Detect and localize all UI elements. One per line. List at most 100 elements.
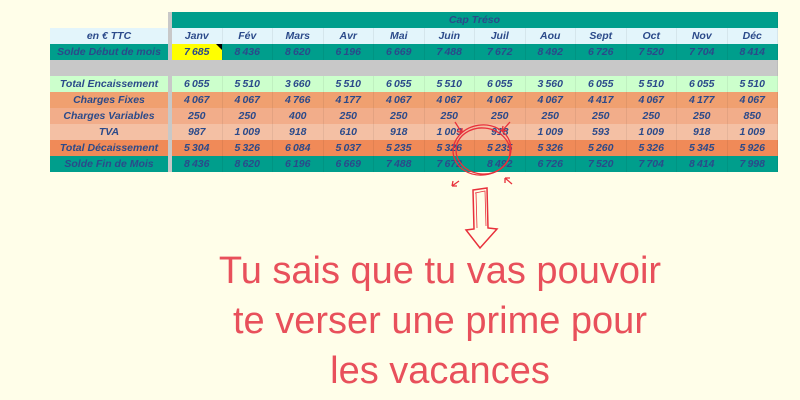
cell[interactable]: 7 520 xyxy=(575,156,627,172)
cash-flow-table: Cap Tréso en € TTC Janv Fév Mars Avr Mai Juin… xyxy=(50,12,778,172)
cell[interactable]: 5 304 xyxy=(170,140,223,156)
cell[interactable]: 250 xyxy=(676,108,728,124)
cell[interactable]: 4 417 xyxy=(575,92,627,108)
cell[interactable]: 6 669 xyxy=(373,44,425,60)
table-row-cf: Charges Fixes 4 067 4 067 4 766 4 177 4 067 4 … xyxy=(50,92,778,108)
cell[interactable]: 6 084 xyxy=(272,140,324,156)
month-header-aou: Aou xyxy=(525,28,576,44)
cell[interactable]: 1 009 xyxy=(222,124,273,140)
pointer-arrow-icon xyxy=(451,180,460,187)
cell[interactable]: 5 326 xyxy=(424,140,475,156)
cell[interactable]: 8 436 xyxy=(170,156,223,172)
cell[interactable]: 5 037 xyxy=(323,140,374,156)
cell[interactable]: 850 xyxy=(727,108,778,124)
cell[interactable]: 4 067 xyxy=(424,92,475,108)
month-header-sept: Sept xyxy=(575,28,627,44)
cell[interactable]: 4 067 xyxy=(170,92,223,108)
month-header-juil: Juil xyxy=(474,28,526,44)
cell[interactable]: 250 xyxy=(170,108,223,124)
cell[interactable]: 5 326 xyxy=(525,140,576,156)
table-row-sdm: Solde Début de mois 7 685 8 436 8 620 6 196 6… xyxy=(50,44,778,60)
cell[interactable]: 8 492 xyxy=(474,156,526,172)
cell[interactable]: 5 510 xyxy=(424,76,475,92)
cell[interactable]: 3 660 xyxy=(272,76,324,92)
cell[interactable]: 987 xyxy=(170,124,223,140)
cell[interactable]: 250 xyxy=(373,108,425,124)
cell[interactable]: 918 xyxy=(373,124,425,140)
table-row-tva: TVA 987 1 009 918 610 918 1 009 918 1 009 593 1 00… xyxy=(50,124,778,140)
cell[interactable]: 5 345 xyxy=(676,140,728,156)
cell[interactable]: 5 510 xyxy=(222,76,273,92)
cell[interactable]: 8 414 xyxy=(676,156,728,172)
cell[interactable]: 1 009 xyxy=(626,124,677,140)
cell[interactable]: 6 196 xyxy=(323,44,374,60)
cell[interactable]: 400 xyxy=(272,108,324,124)
cell[interactable]: 918 xyxy=(272,124,324,140)
cell[interactable]: 4 067 xyxy=(222,92,273,108)
cell[interactable]: 5 260 xyxy=(575,140,627,156)
cell[interactable]: 4 067 xyxy=(525,92,576,108)
cell[interactable]: 4 067 xyxy=(474,92,526,108)
cell[interactable]: 4 067 xyxy=(373,92,425,108)
cell[interactable]: 6 055 xyxy=(474,76,526,92)
row-label: Charges Fixes xyxy=(50,92,172,108)
cell[interactable]: 6 055 xyxy=(676,76,728,92)
cell[interactable]: 6 196 xyxy=(272,156,324,172)
cell[interactable]: 250 xyxy=(222,108,273,124)
row-label: Solde Fin de Mois xyxy=(50,156,172,172)
cell[interactable]: 5 926 xyxy=(727,140,778,156)
cell[interactable]: 8 620 xyxy=(272,44,324,60)
cell[interactable]: 8 620 xyxy=(222,156,273,172)
cell[interactable]: 250 xyxy=(323,108,374,124)
cell[interactable]: 610 xyxy=(323,124,374,140)
cell[interactable]: 4 177 xyxy=(323,92,374,108)
cell[interactable]: 8 436 xyxy=(222,44,273,60)
cell[interactable]: 7 672 xyxy=(474,44,526,60)
month-header-juin: Juin xyxy=(424,28,475,44)
cell[interactable]: 5 326 xyxy=(222,140,273,156)
cell[interactable]: 4 766 xyxy=(272,92,324,108)
cell[interactable]: 250 xyxy=(626,108,677,124)
cell[interactable]: 7 488 xyxy=(373,156,425,172)
caption-line: Tu sais que tu vas pouvoir xyxy=(218,250,662,292)
cell[interactable]: 1 009 xyxy=(727,124,778,140)
cell[interactable]: 593 xyxy=(575,124,627,140)
cell[interactable]: 6 726 xyxy=(525,156,576,172)
cell[interactable]: 7 998 xyxy=(727,156,778,172)
cell[interactable]: 7 520 xyxy=(626,44,677,60)
cell[interactable]: 5 510 xyxy=(626,76,677,92)
cell[interactable]: 918 xyxy=(676,124,728,140)
cell[interactable]: 5 235 xyxy=(373,140,425,156)
cell[interactable]: 1 009 xyxy=(525,124,576,140)
cell[interactable]: 4 067 xyxy=(626,92,677,108)
cell[interactable]: 250 xyxy=(474,108,526,124)
cell[interactable]: 7 488 xyxy=(424,44,475,60)
cell[interactable]: 7 704 xyxy=(626,156,677,172)
cell[interactable]: 8 414 xyxy=(727,44,778,60)
cell[interactable]: 6 055 xyxy=(373,76,425,92)
row-label: Charges Variables xyxy=(50,108,172,124)
cell[interactable]: 6 669 xyxy=(323,156,374,172)
cell[interactable]: 6 055 xyxy=(575,76,627,92)
cell[interactable]: 4 177 xyxy=(676,92,728,108)
cell[interactable]: 6 726 xyxy=(575,44,627,60)
cell[interactable]: 3 560 xyxy=(525,76,576,92)
cell[interactable]: 5 510 xyxy=(323,76,374,92)
table-row-cv: Charges Variables 250 250 400 250 250 250 250 25… xyxy=(50,108,778,124)
cell[interactable]: 5 510 xyxy=(727,76,778,92)
cell[interactable]: 7 685 xyxy=(170,44,223,60)
down-arrow-icon xyxy=(464,187,499,250)
cell[interactable]: 6 055 xyxy=(170,76,223,92)
cell[interactable]: 250 xyxy=(575,108,627,124)
cell[interactable]: 918 xyxy=(474,124,526,140)
cell[interactable]: 4 067 xyxy=(727,92,778,108)
cell[interactable]: 250 xyxy=(525,108,576,124)
caption-line: les vacances xyxy=(330,350,550,392)
cell[interactable]: 5 235 xyxy=(474,140,526,156)
cell[interactable]: 250 xyxy=(424,108,475,124)
row-label: TVA xyxy=(50,124,172,140)
cell[interactable]: 8 492 xyxy=(525,44,576,60)
cell[interactable]: 5 326 xyxy=(626,140,677,156)
cell[interactable]: 7 704 xyxy=(676,44,728,60)
